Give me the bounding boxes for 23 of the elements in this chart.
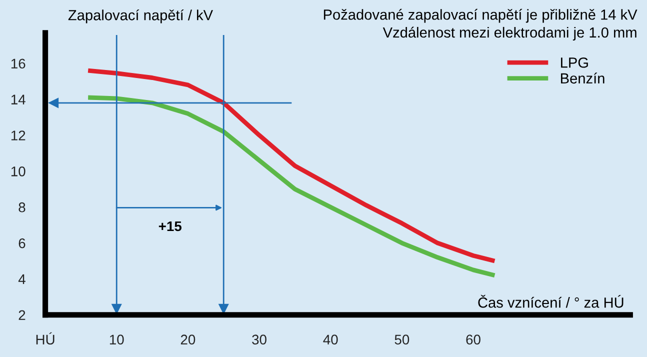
legend-label: Benzín <box>561 72 604 84</box>
x-tick-label: 50 <box>394 334 410 345</box>
chart-subtitle: Vzdálenost mezi elektrodami je 1.0 mm <box>382 26 636 41</box>
y-tick-label: 4 <box>18 274 26 284</box>
chart-title: Požadované zapalovací napětí je přibližně 14 kV <box>324 8 638 23</box>
y-tick-label: 2 <box>18 310 26 320</box>
y-axis-title: Zapalovací napětí / kV <box>68 9 213 24</box>
y-tick-label: 16 <box>11 58 26 69</box>
x-tick-label: 30 <box>252 334 266 345</box>
y-tick-label: 12 <box>11 130 26 140</box>
y-tick-label: 14 <box>11 94 26 104</box>
x-tick-label: 10 <box>110 334 124 345</box>
x-axis-title: Čas vznícení / ° za HÚ <box>478 294 624 308</box>
x-tick-label: 20 <box>180 334 196 345</box>
y-tick-label: 8 <box>18 202 26 212</box>
legend-label: LPG <box>561 57 588 68</box>
x-tick-label: 40 <box>323 334 338 345</box>
annotation: +15 <box>158 221 182 232</box>
y-tick-label: 6 <box>18 238 26 248</box>
y-tick-label: 10 <box>11 166 26 176</box>
x-tick-label: HÚ <box>36 332 54 345</box>
line-series <box>86 68 497 264</box>
x-tick-label: 60 <box>466 334 480 345</box>
